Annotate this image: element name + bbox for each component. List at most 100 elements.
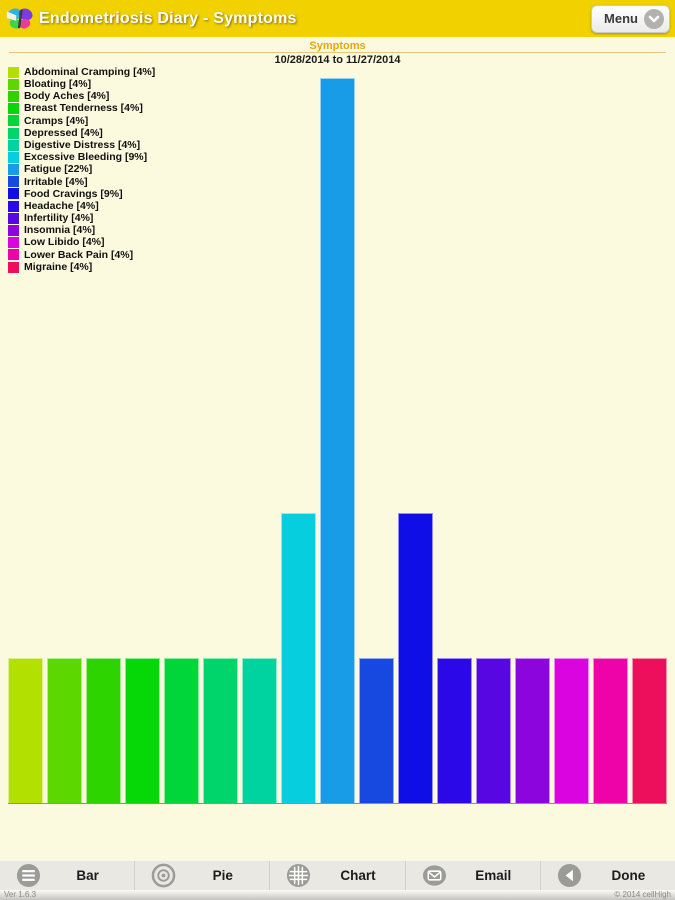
legend-label: Headache [4%] [24, 199, 99, 212]
bar-bloating [47, 658, 82, 803]
bar-low-libido [554, 658, 589, 803]
legend-label: Low Libido [4%] [24, 236, 105, 249]
legend-label: Infertility [4%] [24, 212, 94, 225]
back-arrow-icon [557, 863, 582, 888]
x-axis-line [8, 803, 667, 804]
chevron-down-icon [644, 8, 664, 29]
bars [8, 78, 667, 803]
bottom-toolbar: Bar Pie [0, 860, 675, 890]
header-bar: Endometriosis Diary - Symptoms Menu [0, 0, 675, 37]
legend-swatch [8, 261, 19, 273]
legend-swatch [8, 66, 19, 78]
legend-label: Excessive Bleeding [9%] [24, 151, 148, 164]
app-title: Endometriosis Diary - Symptoms [39, 9, 297, 27]
legend-swatch [8, 115, 19, 127]
toolbar-button-chart[interactable]: Chart [269, 861, 404, 890]
legend-label: Insomnia [4%] [24, 224, 96, 237]
toolbar-button-done[interactable]: Done [539, 861, 675, 890]
copyright-label: © 2014 cellHigh [614, 890, 671, 899]
chart-date-range: 10/28/2014 to 11/27/2014 [274, 54, 401, 66]
legend-label: Lower Back Pain [4%] [24, 248, 134, 261]
version-label: Ver 1.6.3 [4, 890, 37, 899]
email-icon [422, 863, 447, 888]
legend-label: Cramps [4%] [24, 114, 89, 127]
toolbar-label-pie: Pie [212, 868, 233, 883]
bar-lower-back-pain [593, 658, 628, 803]
legend-swatch [8, 151, 19, 163]
toolbar-button-pie[interactable]: Pie [134, 861, 269, 890]
bar-food-cravings [398, 513, 433, 803]
bar-digestive-distress [242, 658, 277, 803]
legend-item: Fatigue [22%] [8, 164, 155, 176]
toolbar-label-chart: Chart [340, 868, 376, 883]
legend-item: Insomnia [4%] [8, 224, 155, 237]
legend-item: Digestive Distress [4%] [8, 139, 155, 151]
legend-swatch [8, 103, 19, 115]
legend-label: Migraine [4%] [24, 260, 93, 273]
legend-item: Infertility [4%] [8, 212, 155, 224]
legend-label: Digestive Distress [4%] [24, 138, 141, 151]
legend-swatch [8, 164, 19, 176]
legend-swatch [8, 176, 19, 188]
legend-label: Abdominal Cramping [4%] [24, 65, 156, 78]
legend-label: Depressed [4%] [24, 126, 103, 139]
legend-label: Bloating [4%] [24, 78, 92, 91]
toolbar-button-email[interactable]: Email [404, 861, 540, 890]
title-divider [9, 52, 666, 53]
legend-item: Cramps [4%] [8, 115, 155, 127]
legend-item: Migraine [4%] [8, 261, 155, 273]
legend-item: Bloating [4%] [8, 78, 155, 90]
legend-swatch [8, 78, 19, 90]
bar-excessive-bleeding [281, 513, 316, 803]
legend-item: Irritable [4%] [8, 176, 155, 188]
legend-swatch [8, 200, 19, 212]
legend: Abdominal Cramping [4%] Bloating [4%] Body… [8, 66, 155, 273]
toolbar-label-bar: Bar [76, 868, 99, 883]
bar-irritable [359, 658, 394, 803]
legend-label: Irritable [4%] [24, 175, 88, 188]
bar-cramps [164, 658, 199, 803]
bar-insomnia [515, 658, 550, 803]
legend-label: Food Cravings [9%] [24, 187, 123, 200]
legend-swatch [8, 90, 19, 102]
legend-item: Abdominal Cramping [4%] [8, 66, 155, 78]
menu-button[interactable]: Menu [591, 4, 670, 33]
toolbar-label-done: Done [611, 868, 646, 883]
legend-item: Breast Tenderness [4%] [8, 103, 155, 115]
legend-swatch [8, 212, 19, 224]
legend-swatch [8, 237, 19, 249]
legend-item: Depressed [4%] [8, 127, 155, 139]
legend-label: Fatigue [22%] [24, 163, 93, 176]
footer-strip: Ver 1.6.3 © 2014 cellHigh [0, 890, 675, 900]
bar-headache [437, 658, 472, 803]
bar-body-aches [86, 658, 121, 803]
legend-label: Body Aches [4%] [24, 90, 110, 103]
menu-button-label: Menu [604, 11, 638, 26]
grid-chart-icon [286, 863, 311, 888]
legend-swatch [8, 127, 19, 139]
bar-list-icon [16, 863, 41, 888]
legend-item: Excessive Bleeding [9%] [8, 151, 155, 163]
bar-fatigue [320, 78, 355, 803]
toolbar-button-bar[interactable]: Bar [0, 861, 134, 890]
legend-label: Breast Tenderness [4%] [24, 102, 143, 115]
pie-chart-icon [151, 863, 176, 888]
legend-item: Low Libido [4%] [8, 237, 155, 249]
toolbar-label-email: Email [475, 868, 512, 883]
legend-item: Headache [4%] [8, 200, 155, 212]
legend-item: Lower Back Pain [4%] [8, 249, 155, 261]
legend-item: Food Cravings [9%] [8, 188, 155, 200]
legend-swatch [8, 225, 19, 237]
bar-depressed [203, 658, 238, 803]
legend-swatch [8, 249, 19, 261]
bar-infertility [476, 658, 511, 803]
butterfly-logo-icon [5, 5, 35, 33]
legend-swatch [8, 139, 19, 151]
legend-item: Body Aches [4%] [8, 90, 155, 102]
bar-migraine [632, 658, 667, 803]
bar-abdominal-cramping [8, 658, 43, 803]
bar-breast-tenderness [125, 658, 160, 803]
legend-swatch [8, 188, 19, 200]
chart-title: Symptoms [309, 40, 366, 52]
